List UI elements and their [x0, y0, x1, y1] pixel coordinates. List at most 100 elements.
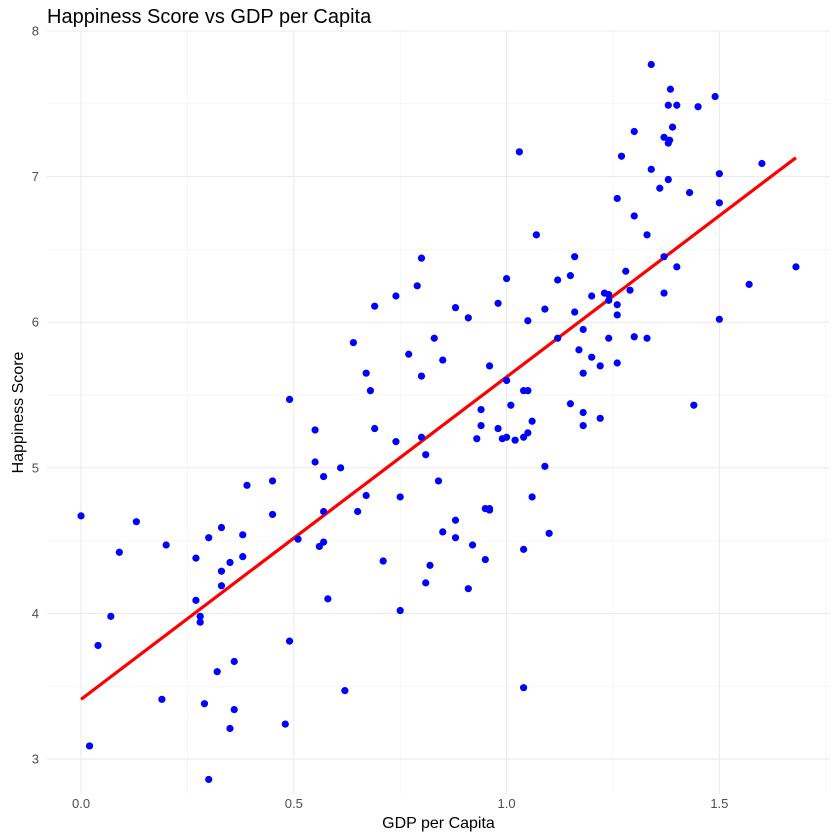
data-point	[205, 534, 213, 542]
x-axis-ticks: 0.0 0.5 1.0 1.5	[72, 796, 728, 811]
data-point	[579, 325, 587, 334]
data-point	[524, 387, 532, 395]
data-point	[477, 405, 485, 414]
data-point	[115, 548, 123, 556]
data-point	[596, 414, 604, 422]
data-point	[571, 253, 579, 261]
data-point	[579, 369, 587, 377]
data-point	[268, 477, 277, 485]
data-point	[613, 301, 621, 309]
data-point	[588, 353, 596, 361]
data-point	[630, 333, 638, 341]
data-point	[196, 612, 204, 620]
data-point	[417, 372, 426, 380]
data-point	[315, 542, 323, 551]
data-point	[366, 387, 375, 395]
data-point	[541, 305, 549, 313]
data-point	[396, 493, 404, 501]
data-point	[643, 334, 651, 342]
data-point	[502, 274, 511, 283]
data-point	[477, 422, 485, 430]
regression-line	[80, 156, 797, 701]
data-point	[132, 518, 140, 526]
data-point	[666, 85, 675, 93]
data-point	[77, 512, 85, 520]
data-point	[520, 433, 528, 441]
data-point	[758, 159, 766, 168]
data-point	[613, 311, 621, 319]
data-point	[485, 506, 494, 514]
data-point	[511, 436, 519, 444]
data-point	[711, 92, 719, 101]
data-point	[498, 435, 506, 443]
data-point	[354, 507, 362, 516]
data-point	[605, 334, 613, 342]
data-point	[362, 369, 370, 377]
data-point	[94, 641, 102, 650]
data-point	[485, 362, 494, 370]
data-point	[107, 612, 115, 620]
data-point	[281, 720, 289, 728]
data-point	[613, 194, 621, 203]
data-point	[243, 481, 251, 489]
data-point	[554, 334, 562, 342]
data-point	[324, 595, 332, 603]
data-point	[430, 334, 438, 342]
data-point	[596, 362, 604, 370]
data-point	[230, 657, 238, 666]
data-point	[468, 541, 477, 549]
data-point	[239, 553, 247, 561]
data-point	[673, 101, 681, 109]
data-point	[320, 507, 328, 516]
fit-line-layer	[80, 156, 797, 701]
data-point	[473, 435, 481, 443]
data-point	[515, 148, 523, 156]
data-point	[528, 417, 536, 425]
data-point	[520, 684, 528, 692]
data-point	[285, 395, 294, 403]
data-point	[630, 212, 638, 220]
data-point	[213, 668, 221, 676]
data-point	[566, 272, 575, 280]
data-point	[158, 695, 166, 703]
data-points	[77, 60, 800, 784]
data-point	[200, 700, 209, 708]
data-point	[690, 401, 698, 409]
data-point	[617, 152, 626, 160]
data-point	[575, 346, 583, 354]
y-tick-label: 4	[32, 606, 39, 621]
data-point	[426, 561, 434, 569]
data-point	[392, 292, 400, 300]
data-point	[451, 534, 460, 542]
data-point	[673, 263, 681, 271]
data-point	[715, 170, 723, 178]
data-point	[664, 175, 672, 184]
data-point	[613, 359, 621, 367]
y-tick-label: 8	[32, 24, 39, 39]
data-point	[379, 557, 387, 565]
data-point	[643, 231, 651, 239]
data-point	[647, 60, 655, 69]
data-point	[196, 618, 204, 626]
data-point	[311, 458, 319, 466]
data-point	[660, 133, 668, 141]
data-point	[579, 408, 587, 417]
data-point	[715, 199, 723, 207]
data-point	[239, 531, 247, 539]
data-point	[85, 742, 94, 750]
data-point	[337, 464, 345, 472]
data-point	[792, 263, 800, 271]
data-point	[320, 472, 328, 481]
data-point	[268, 510, 277, 519]
data-point	[439, 528, 447, 536]
data-point	[464, 314, 472, 322]
data-point	[217, 582, 226, 590]
data-point	[311, 426, 319, 434]
y-tick-label: 6	[32, 315, 39, 330]
data-point	[362, 491, 370, 500]
data-point	[622, 267, 630, 275]
data-point	[660, 253, 668, 261]
data-point	[226, 724, 234, 733]
x-axis-title: GDP per Capita	[382, 815, 495, 832]
